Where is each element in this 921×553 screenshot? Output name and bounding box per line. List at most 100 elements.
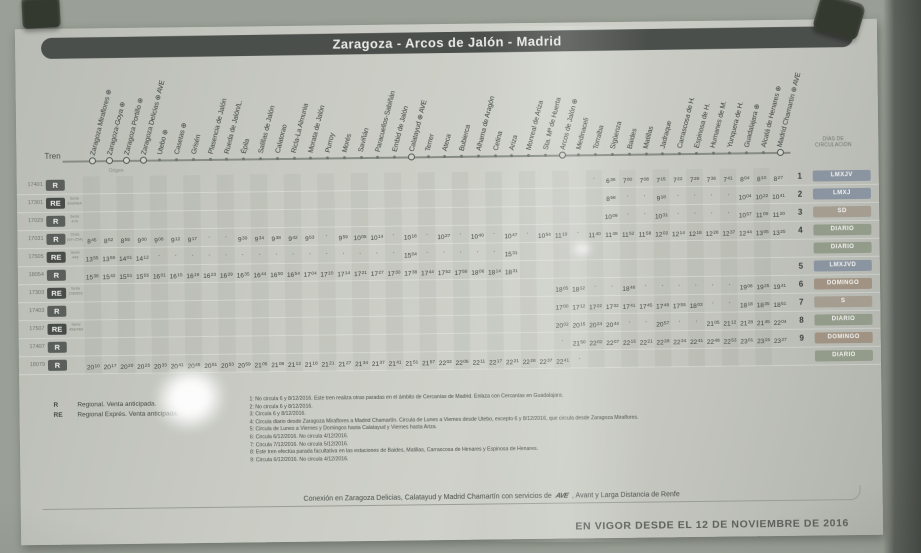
time-cell: 900: [137, 237, 147, 245]
station-name: Épila: [240, 138, 252, 155]
time-cell: ·: [207, 233, 211, 241]
time-cell: 1752: [437, 269, 451, 278]
time-cell: 729: [689, 176, 700, 185]
time-cell: 1555: [136, 273, 150, 281]
time-cell: 918: [656, 194, 666, 203]
station-name: Morés: [341, 133, 353, 154]
time-cell: ·: [643, 210, 646, 218]
interchange-marker: [407, 153, 415, 161]
stop-tick: [292, 156, 296, 160]
stop-tick: [359, 156, 363, 160]
time-cell: 1755: [672, 302, 686, 311]
time-cell: 1040: [470, 233, 484, 241]
time-cell: 2202: [589, 339, 603, 348]
time-cell: 1803: [689, 302, 703, 311]
note-number: 8: [799, 315, 804, 325]
time-cell: ·: [644, 318, 648, 326]
connection-suffix: , Avant y Larga Distancia de Renfe: [572, 491, 680, 500]
time-cell: ·: [459, 230, 462, 238]
time-cell: 1054: [537, 232, 551, 240]
stop-tick: [711, 151, 715, 155]
station-name: Salillas de Jalón: [257, 105, 277, 155]
time-cell: 1237: [722, 230, 736, 238]
stop-tick: [627, 152, 631, 156]
interchange-marker: [122, 156, 130, 164]
train-type-badge: R: [45, 179, 65, 191]
time-cell: 2157: [422, 359, 436, 368]
time-cell: ·: [594, 283, 597, 291]
time-cell: 708: [639, 177, 649, 185]
stop-tick: [644, 152, 648, 156]
display-case-edge: [883, 0, 921, 553]
time-cell: 1401: [119, 255, 133, 264]
tren-label: Tren: [44, 151, 61, 161]
station-header: Zaragoza Miraflores ⊕ Zaragoza-Goya ⊕ Zara…: [81, 54, 803, 159]
legend-code: R: [53, 401, 59, 409]
time-cell: ·: [727, 191, 730, 199]
station-name: Guadalajara ⊕: [743, 103, 762, 149]
time-cell: 1712: [572, 303, 586, 312]
time-cell: 810: [756, 175, 767, 184]
time-cell: 1619: [186, 272, 200, 281]
station-name: Monreal de Ariza: [525, 99, 546, 151]
time-cell: 1120: [772, 211, 786, 220]
time-cell: 1325: [772, 229, 786, 238]
time-cell: ·: [693, 191, 696, 200]
time-cell: ·: [342, 250, 345, 258]
time-cell: ·: [325, 232, 328, 240]
time-cell: 2228: [522, 358, 536, 367]
time-cell: 1041: [772, 193, 786, 202]
time-cell: 1531: [504, 250, 518, 259]
time-cell: ·: [676, 210, 680, 218]
time-cell: 2241: [556, 358, 570, 366]
stop-tick: [745, 151, 749, 155]
train-number: 18079: [29, 361, 46, 369]
stop-tick: [510, 154, 514, 158]
station-name: Terrer: [425, 133, 437, 153]
station-name: Ateca: [441, 133, 453, 152]
time-cell: 1908: [739, 283, 753, 292]
note-number: 9: [799, 333, 804, 343]
station-name: Cetina: [492, 130, 504, 152]
time-cell: 2118: [304, 361, 318, 369]
stop-tick: [577, 153, 581, 157]
station-name: Ricla-La Almunia: [291, 102, 311, 154]
station-name: Casetas ⊕: [173, 121, 189, 156]
time-cell: ·: [561, 337, 564, 345]
train-type-badge: RE: [47, 287, 67, 299]
origen-label: Origen: [108, 167, 124, 175]
time-cell: 1214: [671, 230, 685, 239]
time-cell: ·: [426, 249, 429, 257]
time-cell: 1721: [353, 270, 367, 279]
time-cell: 1027: [437, 233, 451, 242]
time-cell: ·: [492, 230, 496, 238]
time-cell: ·: [258, 251, 261, 259]
station-name: Grisén: [190, 133, 203, 156]
note-number: 3: [797, 207, 803, 217]
time-cell: ·: [626, 210, 630, 218]
notes-block: 1: No circula 6 y 8/12/2016. Este tren r…: [249, 389, 846, 465]
station-name: Calatorao: [274, 123, 289, 155]
time-cell: 1031: [654, 212, 668, 221]
time-cell: 1758: [454, 269, 468, 277]
time-cell: 2237: [539, 358, 553, 366]
stop-tick: [225, 157, 229, 161]
time-cell: ·: [693, 209, 697, 218]
time-cell: 2002: [555, 322, 569, 330]
time-cell: ·: [610, 282, 614, 291]
time-cell: 2024: [589, 321, 603, 330]
stop-tick: [460, 154, 464, 158]
time-cell: 1244: [738, 229, 753, 238]
time-cell: ·: [592, 175, 596, 183]
time-cell: 2020: [120, 363, 134, 372]
time-cell: ·: [476, 248, 479, 256]
station-name: Yunquera de H.: [726, 100, 746, 149]
time-cell: 1748: [656, 302, 670, 311]
time-cell: 638: [606, 177, 616, 186]
time-cell: 2041: [170, 362, 184, 371]
time-cell: 1412: [135, 255, 149, 263]
station-name: Morata de Jalón: [307, 104, 327, 154]
time-cell: 1714: [337, 270, 351, 279]
time-cell: 2015: [572, 321, 586, 330]
time-cell: 736: [706, 176, 717, 184]
